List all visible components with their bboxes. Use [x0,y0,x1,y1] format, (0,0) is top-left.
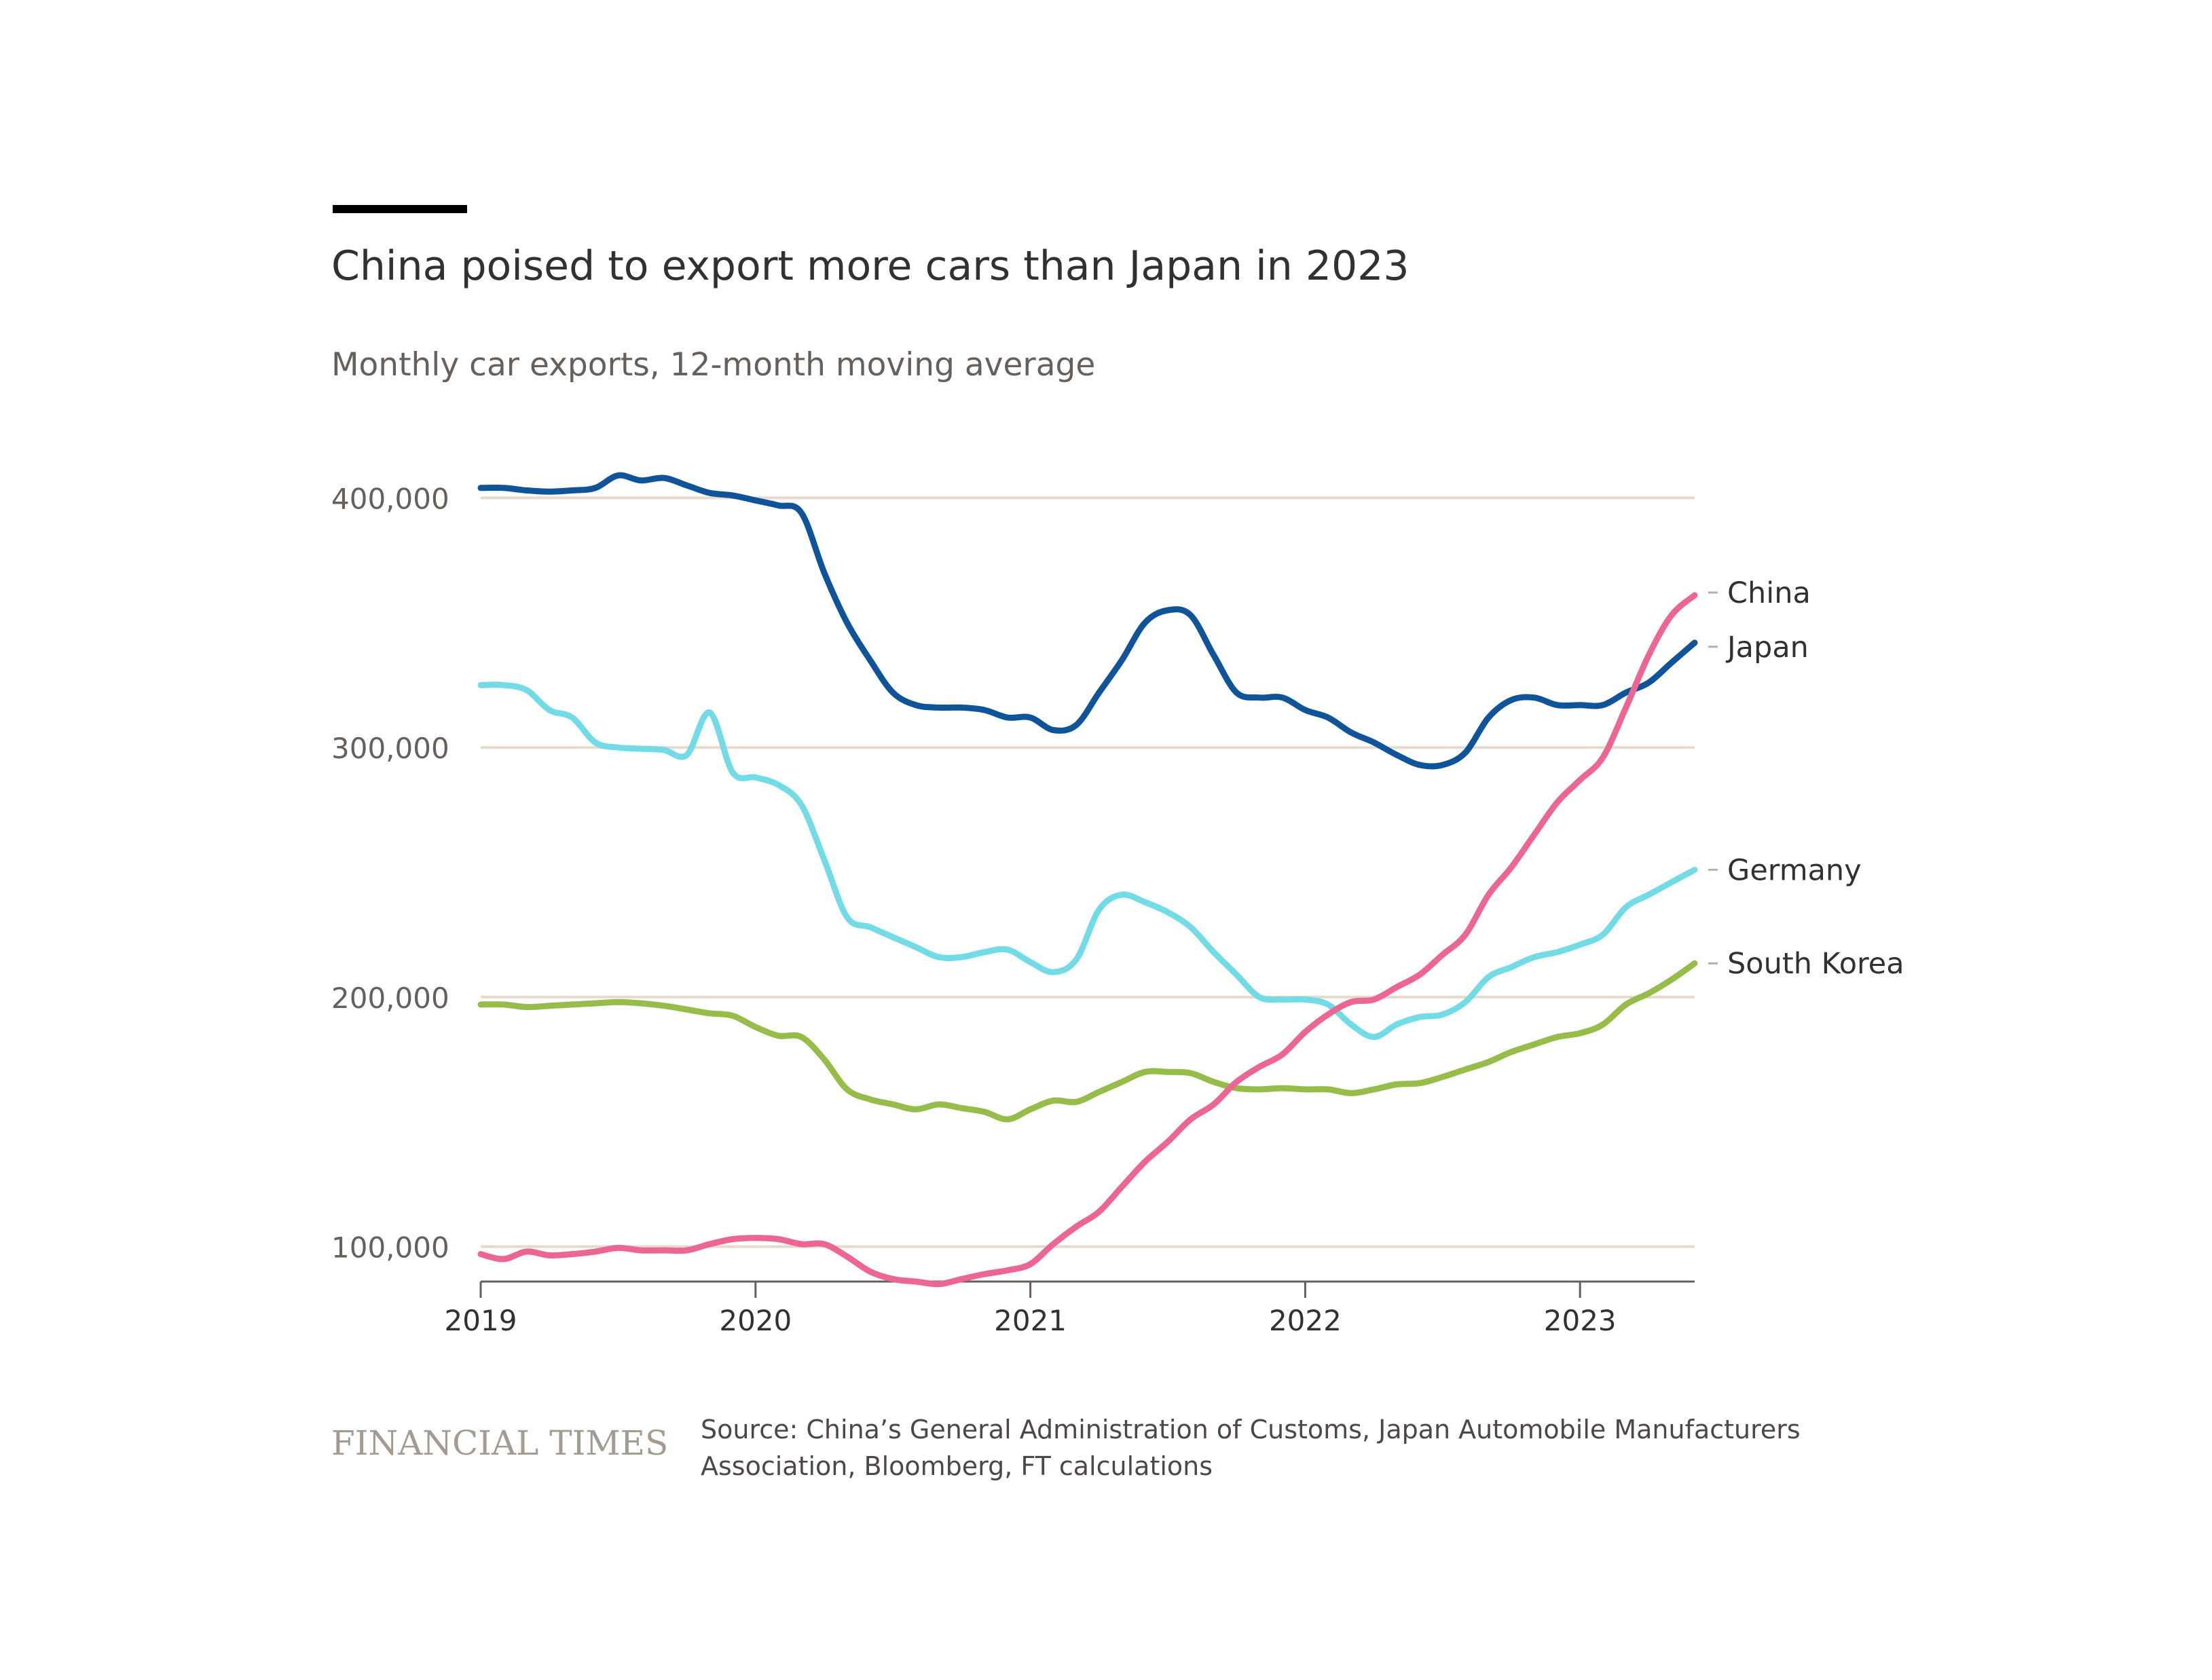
series-line-japan [477,472,1698,770]
x-tick-label: 2022 [1269,1304,1342,1337]
x-axis [479,1280,1695,1298]
y-tick-label: 300,000 [331,732,449,765]
source-note: Source: China’s General Administration o… [701,1415,1801,1481]
series-line-south-korea [477,960,1698,1123]
gridlines [481,496,1695,1248]
chart-subtitle: Monthly car exports, 12-month moving ave… [331,346,1096,384]
x-axis-labels: 2019 2020 2021 2022 2023 [445,1304,1617,1337]
x-tick-label: 2020 [719,1304,792,1337]
ft-logo-wordmark: FINANCIAL TIMES [331,1423,669,1463]
y-tick-label: 200,000 [331,982,449,1015]
series-label-south-korea: South Korea [1727,947,1904,981]
y-axis-labels: 100,000 200,000 300,000 400,000 [331,483,449,1265]
series-label-china: China [1727,576,1811,610]
series-line-germany [477,682,1698,1041]
series-lines [477,472,1698,1288]
chart-title: China poised to export more cars than Ja… [331,242,1409,290]
series-line-china [477,592,1698,1288]
y-tick-label: 400,000 [331,483,449,516]
x-tick-label: 2021 [994,1304,1067,1337]
top-rule [333,205,467,213]
series-label-japan: Japan [1725,631,1809,665]
x-tick-label: 2019 [445,1304,517,1337]
x-tick-label: 2023 [1544,1304,1617,1337]
y-tick-label: 100,000 [331,1231,449,1265]
series-end-labels: Japan Germany South Korea China [1708,576,1904,981]
series-label-germany: Germany [1727,853,1862,887]
